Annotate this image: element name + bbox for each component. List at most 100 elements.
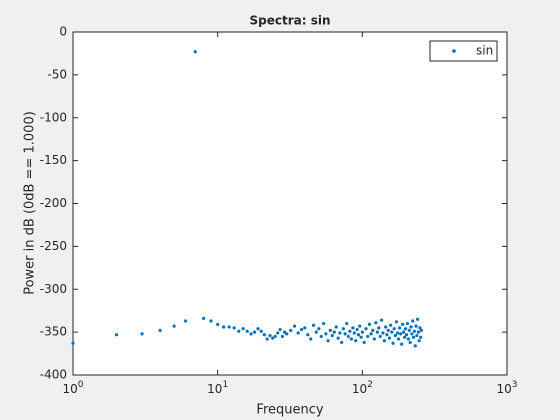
point [209, 319, 213, 323]
point [252, 330, 257, 334]
point [216, 322, 220, 327]
plot-area [73, 32, 507, 375]
point [398, 326, 402, 330]
point [309, 337, 313, 341]
point [265, 337, 269, 341]
point [355, 327, 359, 332]
legend-marker [452, 49, 456, 53]
y-axis-label: Power in dB (0dB == 1.000) [23, 111, 38, 295]
point [386, 328, 390, 333]
x-tick-label: 103 [496, 380, 517, 396]
point [158, 328, 162, 333]
legend-label: sin [476, 44, 493, 58]
point [399, 332, 403, 336]
axes-box [72, 31, 508, 376]
point [411, 335, 416, 339]
point [417, 339, 421, 343]
point [358, 324, 362, 328]
point [114, 333, 119, 337]
point [276, 331, 280, 335]
y-tick-label: -300 [40, 282, 67, 296]
point [227, 325, 231, 329]
y-tick-label: -250 [40, 239, 67, 253]
point [303, 326, 307, 330]
point [341, 327, 346, 331]
point [418, 326, 422, 330]
point [356, 333, 361, 337]
point [408, 340, 412, 345]
point [172, 324, 176, 328]
y-tick-label: -400 [40, 368, 67, 382]
point [387, 336, 392, 340]
x-axis-label: Frequency [256, 403, 323, 418]
point [262, 333, 266, 337]
point [364, 327, 368, 331]
point [419, 335, 423, 339]
point [371, 328, 375, 333]
point [396, 337, 401, 341]
point [395, 331, 400, 335]
point [314, 330, 318, 334]
point [377, 326, 381, 330]
point [406, 337, 410, 341]
point [416, 330, 420, 334]
y-tick-label: 0 [59, 25, 67, 39]
point [245, 329, 249, 333]
point [389, 323, 393, 327]
point [394, 320, 399, 324]
point [336, 336, 340, 340]
point [405, 321, 410, 326]
point [324, 332, 328, 336]
point [360, 330, 364, 334]
point [330, 333, 334, 338]
point [410, 332, 414, 336]
point [334, 325, 338, 329]
point [375, 330, 379, 334]
point [354, 339, 358, 343]
point [222, 325, 226, 329]
y-tick-label: -200 [40, 196, 67, 210]
point [367, 322, 372, 327]
x-tick-label: 102 [352, 380, 373, 396]
point [378, 334, 382, 339]
point [299, 327, 304, 332]
point [362, 340, 366, 345]
point [351, 326, 355, 330]
point [241, 327, 245, 331]
point [278, 327, 282, 332]
point [415, 333, 419, 338]
point [326, 339, 330, 343]
point [384, 325, 388, 329]
point [393, 333, 397, 338]
point [237, 329, 241, 333]
point [401, 322, 405, 327]
point [71, 341, 75, 345]
point [319, 334, 323, 339]
point [359, 335, 363, 339]
point [349, 337, 353, 341]
point [306, 333, 310, 337]
point [140, 332, 144, 336]
y-tick-label: -100 [40, 110, 67, 124]
point [343, 332, 347, 336]
y-tick-label: -50 [47, 67, 67, 81]
point [249, 332, 253, 336]
point [345, 321, 349, 326]
point [366, 334, 370, 339]
point [411, 319, 415, 323]
point [193, 50, 197, 54]
point [412, 329, 416, 333]
point [403, 327, 408, 331]
point [202, 316, 206, 321]
point [271, 336, 275, 340]
point [381, 331, 385, 335]
point [385, 333, 389, 337]
point [282, 330, 287, 334]
point [332, 330, 336, 334]
point [232, 326, 236, 330]
point [369, 332, 373, 336]
point [268, 333, 272, 338]
point [400, 342, 404, 346]
y-tick-label: -350 [40, 325, 67, 339]
